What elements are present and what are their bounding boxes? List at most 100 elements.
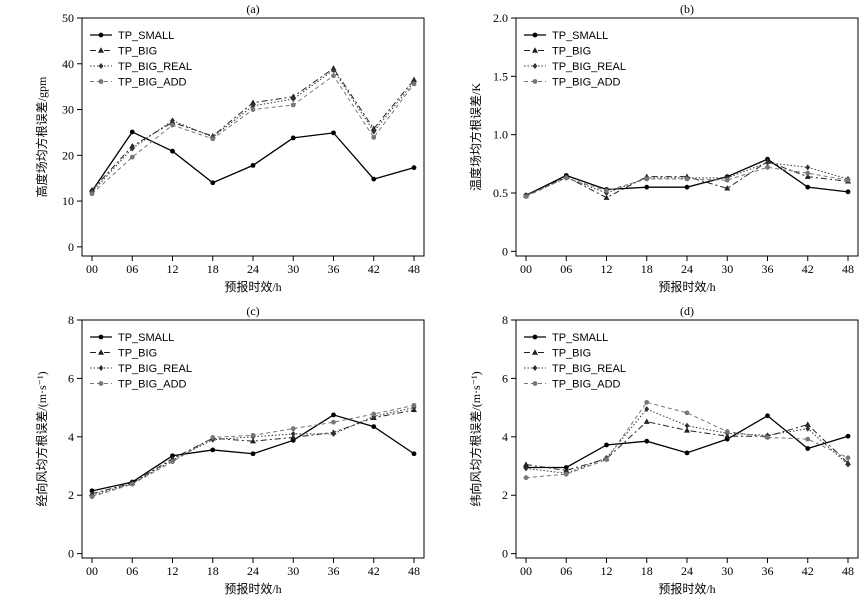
data-point	[563, 175, 569, 181]
chart-title: (c)	[246, 304, 259, 318]
data-point	[804, 173, 811, 179]
data-point	[411, 402, 417, 408]
y-tick-label: 40	[62, 57, 74, 71]
x-tick-label: 48	[842, 262, 854, 276]
x-tick-label: 24	[681, 262, 693, 276]
x-tick-label: 06	[560, 564, 572, 578]
y-tick-label: 2	[502, 488, 508, 502]
series-1	[523, 413, 851, 470]
y-tick-label: 0	[502, 244, 508, 258]
data-point	[845, 455, 851, 461]
y-tick-label: 0	[68, 547, 74, 561]
legend-marker	[532, 32, 538, 38]
legend: TP_SMALL TP_BIG TP_BIG_REAL TP_BIG_ADD	[90, 30, 192, 89]
data-point	[684, 450, 690, 456]
legend-marker	[532, 47, 538, 53]
data-point	[250, 432, 256, 438]
data-point	[805, 446, 811, 451]
legend-marker	[98, 47, 104, 53]
legend-label: TP_BIG_REAL	[118, 363, 192, 375]
x-axis-label: 预报时效/h	[658, 581, 715, 596]
legend-label: TP_SMALL	[118, 332, 174, 344]
data-point	[129, 481, 135, 487]
series-line	[91, 404, 415, 498]
data-point	[684, 184, 690, 190]
data-point	[290, 135, 296, 141]
data-point	[845, 433, 851, 439]
x-tick-label: 12	[167, 262, 179, 276]
data-point	[805, 436, 811, 442]
x-tick-label: 42	[368, 564, 380, 578]
data-point	[805, 425, 811, 432]
data-point	[331, 412, 336, 418]
data-point	[411, 451, 417, 457]
data-point	[765, 164, 770, 170]
legend-marker	[98, 79, 104, 84]
y-tick-label: 30	[62, 103, 74, 117]
data-point	[210, 434, 216, 440]
data-point	[290, 430, 296, 437]
data-point	[210, 180, 216, 186]
legend-label: TP_SMALL	[552, 30, 608, 42]
x-tick-label: 12	[601, 564, 613, 578]
series-line	[91, 74, 415, 195]
chart-panel-b: (b) 0 0.5 1.0 1.5 2.0 00 06 12 18 24 30 36 42 48 预报时效/h…	[434, 0, 868, 302]
x-tick-label: 48	[842, 564, 854, 578]
x-axis-label: 预报时效/h	[658, 279, 715, 294]
data-point	[644, 399, 650, 405]
series-line	[525, 162, 849, 196]
data-point	[684, 410, 690, 416]
series-line	[91, 131, 415, 192]
legend-marker	[98, 365, 104, 371]
x-tick-label: 18	[641, 262, 653, 276]
data-point	[250, 162, 256, 168]
data-point	[371, 411, 377, 417]
data-point	[644, 176, 650, 182]
legend-marker	[98, 63, 104, 69]
x-tick-label: 30	[721, 262, 733, 276]
legend-label: TP_BIG_REAL	[118, 61, 192, 73]
y-tick-label: 50	[62, 11, 74, 25]
series-4	[89, 402, 417, 500]
legend-marker	[98, 32, 104, 38]
data-point	[845, 189, 851, 195]
data-point	[331, 130, 336, 136]
data-point	[371, 128, 377, 135]
x-tick-label: 00	[86, 262, 98, 276]
data-point	[290, 96, 296, 103]
y-tick-label: 6	[502, 371, 508, 385]
data-point	[765, 413, 770, 419]
series-line	[525, 160, 849, 199]
legend-marker	[532, 79, 538, 84]
data-point	[210, 136, 216, 142]
series-3	[523, 406, 851, 477]
x-tick-label: 36	[762, 564, 774, 578]
data-point	[290, 434, 297, 440]
x-tick-label: 18	[207, 564, 219, 578]
y-tick-label: 1.5	[493, 69, 508, 83]
data-point	[805, 164, 811, 171]
x-tick-label: 24	[247, 262, 259, 276]
data-point	[644, 438, 650, 444]
x-tick-label: 24	[247, 564, 259, 578]
data-point	[684, 176, 690, 182]
series-4	[523, 164, 851, 199]
data-point	[563, 471, 569, 477]
data-point	[765, 159, 770, 166]
data-point	[250, 451, 256, 457]
data-point	[724, 185, 731, 191]
data-point	[805, 170, 811, 176]
data-point	[804, 421, 811, 427]
data-point	[331, 67, 336, 74]
data-point	[250, 107, 256, 112]
data-point	[129, 129, 135, 135]
x-axis-label: 预报时效/h	[224, 279, 281, 294]
y-tick-label: 20	[62, 148, 74, 162]
data-point	[644, 406, 650, 413]
data-point	[523, 461, 529, 467]
y-axis-label: 高度场均方根误差/gpm	[34, 76, 49, 197]
data-point	[684, 422, 690, 429]
data-point	[644, 184, 650, 190]
y-tick-label: 2	[68, 488, 74, 502]
